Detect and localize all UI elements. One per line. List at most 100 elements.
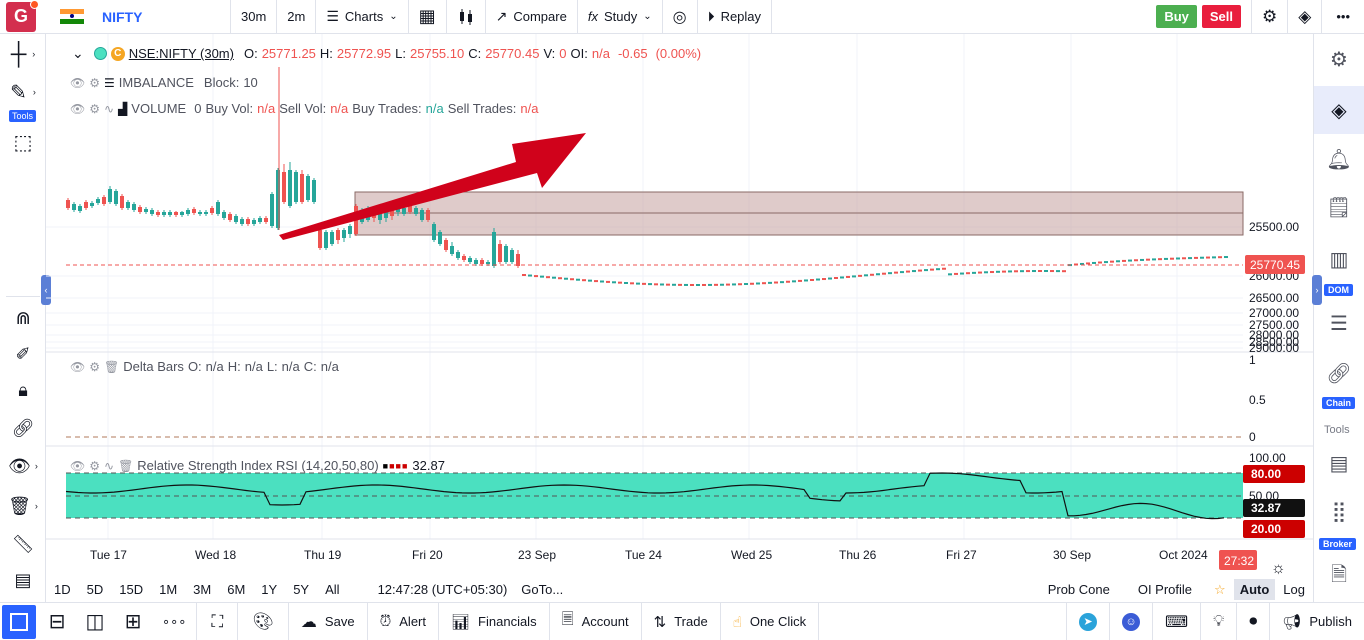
candle-body[interactable] [684, 283, 688, 286]
candle-body[interactable] [1212, 256, 1216, 259]
candle-body[interactable] [576, 278, 580, 281]
publish-button[interactable]: 📢︎ Publish [1270, 603, 1364, 640]
candle-body[interactable] [906, 270, 910, 273]
more-button[interactable]: ••• [1322, 0, 1364, 34]
dom-panel-button[interactable]: ▥ [1314, 244, 1364, 274]
candle-body[interactable] [798, 279, 802, 282]
candle-body[interactable] [480, 260, 484, 264]
auto-scale-button[interactable]: Auto [1233, 579, 1276, 600]
candle-body[interactable] [324, 232, 328, 248]
broker-panel-button[interactable]: ⣿ [1314, 496, 1364, 526]
candle-body[interactable] [630, 282, 634, 285]
chart-canvas[interactable]: Tue 17 Wed 18 Thu 19 Fri 20 23 Sep Tue 24 Wed … [46, 34, 1313, 576]
candle-body[interactable] [306, 176, 310, 200]
candle-body[interactable] [198, 212, 202, 214]
candle-body[interactable] [270, 194, 274, 226]
financials-button[interactable]: 📊︎ Financials [439, 602, 550, 640]
sell-button[interactable]: Sell [1201, 5, 1242, 28]
theme-button[interactable]: 🎨︎ [238, 602, 289, 640]
left-collapse-tab[interactable]: ‹ [41, 275, 51, 305]
candle-body[interactable] [282, 172, 286, 202]
broker-badge[interactable]: Broker [1319, 538, 1357, 550]
right-collapse-tab[interactable]: › [1312, 275, 1322, 305]
range-5y[interactable]: 5Y [293, 582, 310, 597]
candle-body[interactable] [1062, 270, 1066, 273]
candle-body[interactable] [774, 281, 778, 284]
candle-body[interactable] [912, 270, 916, 273]
range-5d[interactable]: 5D [86, 582, 104, 597]
candle-body[interactable] [1110, 260, 1114, 263]
candle-body[interactable] [570, 278, 574, 281]
candle-body[interactable] [924, 269, 928, 272]
layout-single-button[interactable] [0, 603, 38, 640]
candle-body[interactable] [648, 283, 652, 286]
candle-body[interactable] [894, 271, 898, 274]
visibility-tool[interactable]: 👁︎ › [0, 452, 46, 480]
candle-body[interactable] [726, 283, 730, 286]
candle-body[interactable] [930, 268, 934, 271]
candle-body[interactable] [288, 170, 292, 206]
candle-body[interactable] [384, 212, 388, 218]
candle-body[interactable] [180, 212, 184, 215]
candle-body[interactable] [276, 170, 280, 228]
candle-body[interactable] [642, 282, 646, 285]
chart-area[interactable]: Tue 17 Wed 18 Thu 19 Fri 20 23 Sep Tue 24 Wed … [46, 34, 1313, 577]
candle-body[interactable] [1158, 258, 1162, 261]
prob-cone-button[interactable]: Prob Cone [1047, 582, 1110, 597]
video-button[interactable]: ⏺ [1237, 602, 1271, 640]
gear-icon[interactable]: ⚙ [89, 359, 100, 374]
save-button[interactable]: ☁ Save [289, 602, 368, 640]
candle-body[interactable] [1128, 259, 1132, 262]
candle-body[interactable] [900, 271, 904, 274]
symbol-search[interactable]: NIFTY [102, 8, 143, 25]
interval-selector[interactable]: 30m [230, 0, 278, 34]
candle-body[interactable] [348, 226, 352, 234]
candle-body[interactable] [972, 271, 976, 274]
candle-body[interactable] [414, 208, 418, 214]
candle-body[interactable] [378, 212, 382, 220]
range-all[interactable]: All [325, 582, 340, 597]
candle-body[interactable] [96, 199, 100, 203]
candle-body[interactable] [318, 230, 322, 248]
candle-body[interactable] [960, 272, 964, 275]
collapse-chevron-icon[interactable]: ⌄ [72, 45, 84, 61]
delete-tool[interactable]: 🗑︎ › [0, 492, 46, 520]
candle-body[interactable] [408, 204, 412, 212]
candle-body[interactable] [252, 220, 256, 224]
replay-button[interactable]: ⏵ Replay [698, 0, 773, 34]
candle-body[interactable] [1044, 270, 1048, 273]
candle-body[interactable] [1206, 256, 1210, 259]
candle-body[interactable] [150, 210, 154, 214]
gear-icon[interactable]: ⚙ [89, 458, 100, 473]
candle-body[interactable] [954, 272, 958, 275]
layout-horizontal-button[interactable]: ⊟ [38, 603, 76, 640]
candle-body[interactable] [192, 209, 196, 213]
candle-body[interactable] [456, 252, 460, 258]
layers-panel-button[interactable]: ◈ [1314, 86, 1364, 134]
candle-type-button[interactable] [447, 0, 486, 34]
candle-body[interactable] [468, 258, 472, 262]
pen-tool[interactable]: ✎ › [0, 78, 46, 106]
candle-body[interactable] [294, 172, 298, 202]
candle-body[interactable] [264, 218, 268, 222]
candle-body[interactable] [162, 212, 166, 215]
candle-body[interactable] [702, 283, 706, 286]
candle-body[interactable] [996, 270, 1000, 273]
candle-body[interactable] [144, 209, 148, 212]
candle-body[interactable] [654, 283, 658, 286]
alert-button[interactable]: ⏰︎ Alert [368, 602, 439, 640]
notes-panel-button[interactable]: 🗒︎ [1314, 192, 1364, 222]
candle-body[interactable] [636, 282, 640, 285]
candle-body[interactable] [240, 219, 244, 224]
oi-profile-button[interactable]: OI Profile [1137, 582, 1193, 597]
candle-body[interactable] [234, 216, 238, 222]
candle-body[interactable] [528, 274, 532, 277]
range-1y[interactable]: 1Y [261, 582, 278, 597]
candle-body[interactable] [462, 256, 466, 260]
candle-body[interactable] [432, 224, 436, 240]
candle-body[interactable] [600, 280, 604, 283]
candle-body[interactable] [564, 277, 568, 280]
candle-body[interactable] [678, 283, 682, 286]
candle-body[interactable] [1086, 262, 1090, 265]
keyboard-button[interactable]: ⌨ [1153, 602, 1202, 640]
